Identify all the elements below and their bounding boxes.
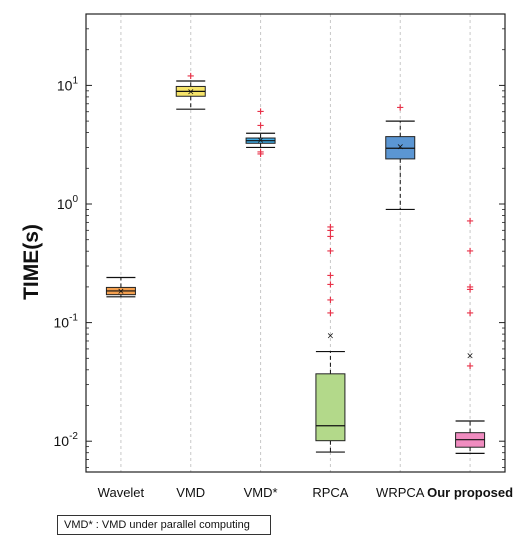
outlier-point: + xyxy=(326,222,334,233)
footnote-legend: VMD* : VMD under parallel computing xyxy=(57,515,271,535)
outlier-point: + xyxy=(466,216,474,227)
mean-marker: × xyxy=(327,331,335,341)
x-tick-label-2: VMD* xyxy=(244,485,278,500)
y-axis-ticks: 10-2 10-1 100 101 xyxy=(54,28,505,468)
box-body xyxy=(315,373,346,442)
outlier-point: + xyxy=(326,279,334,290)
y-axis-label: TIME(s) xyxy=(20,224,43,300)
outlier-point: + xyxy=(466,246,474,257)
outlier-point: + xyxy=(396,103,404,114)
outlier-point: + xyxy=(256,120,264,131)
x-tick-label-1: VMD xyxy=(176,485,205,500)
outlier-point: + xyxy=(256,147,264,158)
x-axis-ticks: Wavelet VMD VMD* RPCA WRPCA Our proposed xyxy=(98,485,513,500)
box-series: ××+×++++×++++++++×+×++++++ xyxy=(105,71,486,454)
mean-marker: × xyxy=(466,351,474,361)
vertical-grid-lines xyxy=(120,14,471,472)
box-4: ×+ xyxy=(385,103,416,211)
y-tick-label-3: 101 xyxy=(57,75,79,93)
outlier-point: + xyxy=(466,282,474,293)
box-5: ×++++++ xyxy=(455,216,486,454)
outlier-point: + xyxy=(256,149,264,160)
outlier-point: + xyxy=(256,107,264,118)
outlier-point: + xyxy=(326,232,334,243)
outlier-point: + xyxy=(466,361,474,372)
mean-marker: × xyxy=(396,143,404,153)
outlier-point: + xyxy=(326,295,334,306)
mean-marker: × xyxy=(117,287,125,297)
box-1: ×+ xyxy=(175,71,206,110)
x-tick-label-5: Our proposed xyxy=(427,485,513,500)
x-tick-label-4: WRPCA xyxy=(376,485,425,500)
x-tick-label-0: Wavelet xyxy=(98,485,145,500)
outlier-point: + xyxy=(326,225,334,236)
box-2: ×++++ xyxy=(245,107,276,160)
mean-marker: × xyxy=(187,87,195,97)
outlier-point: + xyxy=(466,308,474,319)
y-tick-label-1: 10-1 xyxy=(54,313,79,331)
y-tick-label-2: 100 xyxy=(57,194,79,212)
outlier-point: + xyxy=(466,285,474,296)
box-0: × xyxy=(105,276,136,298)
mean-marker: × xyxy=(257,136,265,146)
plot-frame xyxy=(85,13,506,473)
outlier-point: + xyxy=(187,71,195,82)
box-3: ×++++++++ xyxy=(315,222,346,453)
x-tick-label-3: RPCA xyxy=(312,485,348,500)
outlier-point: + xyxy=(326,246,334,257)
outlier-point: + xyxy=(326,308,334,319)
outlier-point: + xyxy=(326,270,334,281)
y-tick-label-0: 10-2 xyxy=(54,431,79,449)
